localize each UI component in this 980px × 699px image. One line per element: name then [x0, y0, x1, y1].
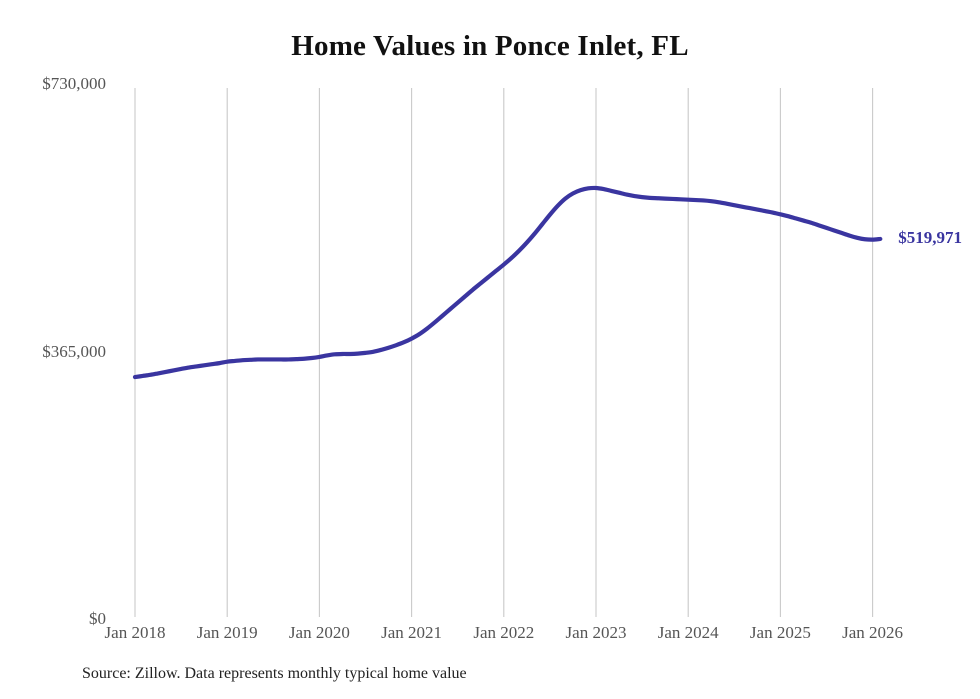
- x-gridlines: [134, 88, 874, 617]
- x-tick-label: Jan 2024: [657, 623, 719, 642]
- home-value-line: [132, 185, 883, 380]
- source-note: Source: Zillow. Data represents monthly …: [82, 665, 467, 682]
- x-tick-label: Jan 2021: [381, 623, 443, 642]
- y-tick-text: $0: [89, 609, 106, 628]
- y-tick-text: $365,000: [42, 341, 106, 361]
- x-tick-label: Jan 2019: [196, 623, 258, 642]
- x-tick-label: Jan 2020: [288, 623, 350, 642]
- x-tick-label: Jan 2026: [842, 623, 904, 642]
- end-value-annotation: $519,971: [898, 227, 963, 247]
- page-title: Home Values in Ponce Inlet, FL: [291, 30, 689, 62]
- x-tick-label: Jan 2022: [473, 623, 535, 642]
- y-tick-text: $730,000: [42, 74, 106, 93]
- x-tick-label: Jan 2018: [104, 623, 166, 642]
- x-tick-label: Jan 2025: [749, 623, 811, 642]
- x-tick-label: Jan 2023: [565, 623, 627, 642]
